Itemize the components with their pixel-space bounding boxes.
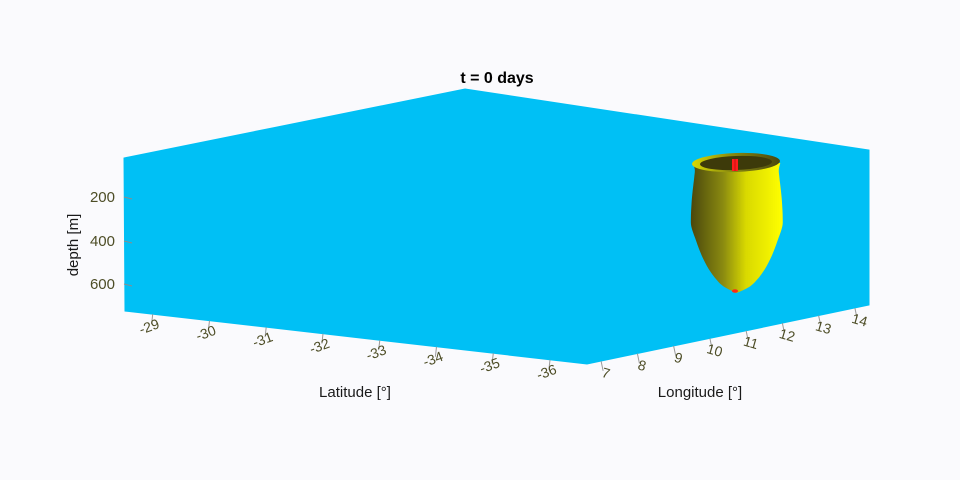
svg-text:11: 11 bbox=[742, 333, 761, 352]
svg-text:-36: -36 bbox=[534, 361, 559, 383]
svg-text:-31: -31 bbox=[250, 328, 275, 350]
svg-text:600: 600 bbox=[90, 276, 115, 293]
svg-text:Longitude [°]: Longitude [°] bbox=[658, 384, 742, 401]
svg-text:13: 13 bbox=[814, 318, 834, 338]
svg-text:-32: -32 bbox=[307, 335, 332, 357]
svg-text:-33: -33 bbox=[364, 341, 389, 363]
svg-text:400: 400 bbox=[90, 233, 115, 250]
svg-text:Latitude [°]: Latitude [°] bbox=[319, 384, 391, 401]
svg-text:-34: -34 bbox=[421, 348, 446, 370]
svg-text:depth [m]: depth [m] bbox=[65, 214, 82, 277]
svg-text:-29: -29 bbox=[137, 315, 162, 337]
svg-text:t = 0 days: t = 0 days bbox=[460, 70, 533, 87]
svg-text:12: 12 bbox=[778, 325, 798, 345]
svg-text:10: 10 bbox=[705, 340, 725, 360]
svg-text:-30: -30 bbox=[194, 322, 219, 344]
svg-text:8: 8 bbox=[636, 357, 648, 375]
svg-text:-35: -35 bbox=[477, 354, 502, 376]
svg-text:14: 14 bbox=[850, 310, 870, 330]
svg-text:200: 200 bbox=[90, 189, 115, 206]
